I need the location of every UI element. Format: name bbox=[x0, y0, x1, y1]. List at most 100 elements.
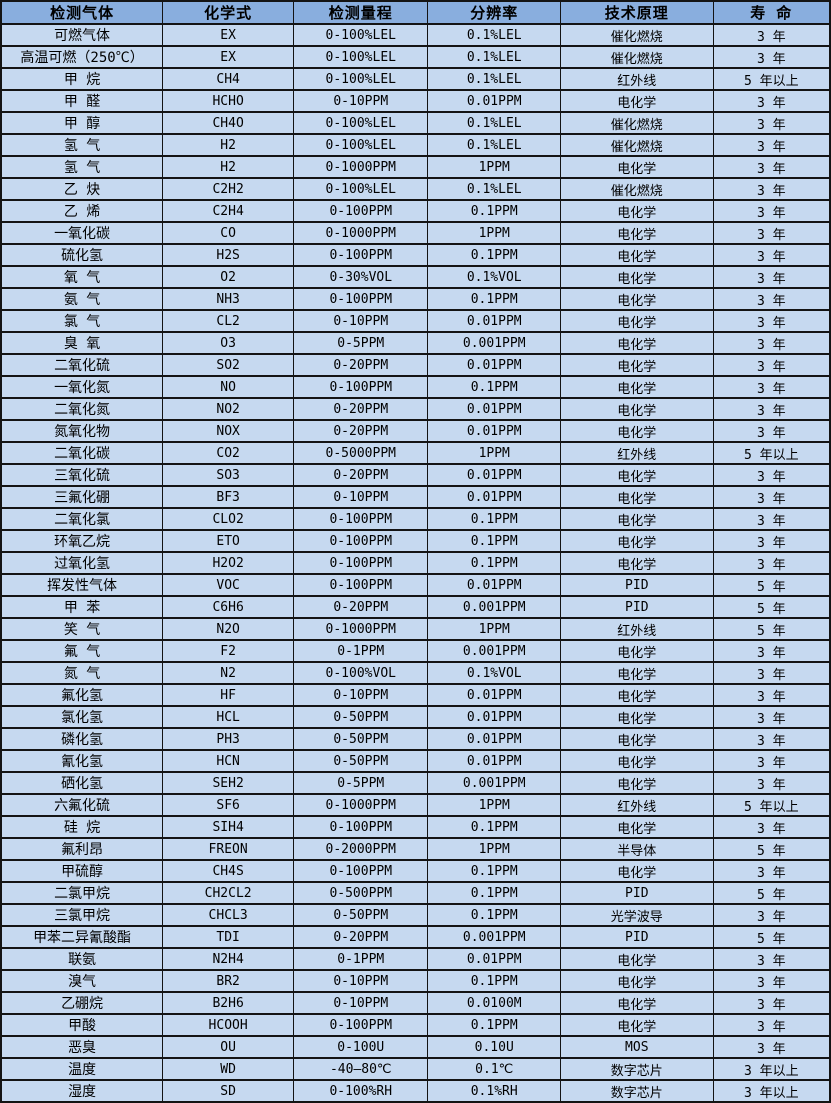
cell-resolution: 0.1PPM bbox=[427, 881, 562, 905]
cell-range: 0-100PPM bbox=[293, 243, 429, 267]
cell-resolution: 0.01PPM bbox=[427, 573, 562, 597]
cell-formula: HCL bbox=[162, 705, 295, 729]
cell-range: 0-10PPM bbox=[293, 89, 429, 113]
cell-resolution: 0.1PPM bbox=[427, 287, 562, 311]
cell-range: 0-100PPM bbox=[293, 529, 429, 553]
cell-gas-name: 环氧乙烷 bbox=[0, 529, 164, 553]
cell-gas-name: 可燃气体 bbox=[0, 23, 164, 47]
cell-gas-name: 甲 醛 bbox=[0, 89, 164, 113]
cell-range: 0-100%LEL bbox=[293, 23, 429, 47]
cell-gas-name: 氯化氢 bbox=[0, 705, 164, 729]
cell-resolution: 1PPM bbox=[427, 617, 562, 641]
cell-formula: NH3 bbox=[162, 287, 295, 311]
cell-range: -40—80℃ bbox=[293, 1057, 429, 1081]
cell-formula: SIH4 bbox=[162, 815, 295, 839]
cell-range: 0-100%VOL bbox=[293, 661, 429, 685]
cell-resolution: 0.1%LEL bbox=[427, 67, 562, 91]
cell-formula: CL2 bbox=[162, 309, 295, 333]
cell-range: 0-20PPM bbox=[293, 595, 429, 619]
table-row: 六氟化硫 SF6 0-1000PPM 1PPM 红外线 5 年以上 bbox=[0, 793, 831, 817]
table-row: 三氯甲烷 CHCL3 0-50PPM 0.1PPM 光学波导 3 年 bbox=[0, 903, 831, 927]
cell-gas-name: 过氧化氢 bbox=[0, 551, 164, 575]
cell-formula: SEH2 bbox=[162, 771, 295, 795]
cell-gas-name: 溴气 bbox=[0, 969, 164, 993]
header-principle: 技术原理 bbox=[560, 0, 714, 25]
cell-principle: 催化燃烧 bbox=[560, 133, 714, 157]
cell-lifespan: 5 年以上 bbox=[712, 441, 831, 465]
cell-range: 0-10PPM bbox=[293, 683, 429, 707]
cell-range: 0-2000PPM bbox=[293, 837, 429, 861]
cell-resolution: 0.1PPM bbox=[427, 529, 562, 553]
header-formula: 化学式 bbox=[162, 0, 295, 25]
cell-range: 0-20PPM bbox=[293, 353, 429, 377]
cell-range: 0-1000PPM bbox=[293, 155, 429, 179]
cell-gas-name: 氮氧化物 bbox=[0, 419, 164, 443]
cell-lifespan: 3 年 bbox=[712, 1013, 831, 1037]
cell-range: 0-100PPM bbox=[293, 859, 429, 883]
cell-gas-name: 氟利昂 bbox=[0, 837, 164, 861]
cell-lifespan: 3 年 bbox=[712, 859, 831, 883]
cell-range: 0-50PPM bbox=[293, 727, 429, 751]
cell-principle: 电化学 bbox=[560, 397, 714, 421]
cell-formula: CH4 bbox=[162, 67, 295, 91]
cell-gas-name: 二氯甲烷 bbox=[0, 881, 164, 905]
cell-lifespan: 3 年 bbox=[712, 419, 831, 443]
cell-range: 0-20PPM bbox=[293, 925, 429, 949]
cell-lifespan: 3 年 bbox=[712, 529, 831, 553]
cell-lifespan: 3 年 bbox=[712, 463, 831, 487]
cell-gas-name: 乙 烯 bbox=[0, 199, 164, 223]
table-row: 二氧化硫 SO2 0-20PPM 0.01PPM 电化学 3 年 bbox=[0, 353, 831, 377]
cell-range: 0-100%LEL bbox=[293, 177, 429, 201]
cell-lifespan: 5 年 bbox=[712, 573, 831, 597]
cell-range: 0-50PPM bbox=[293, 705, 429, 729]
cell-lifespan: 3 年 bbox=[712, 221, 831, 245]
cell-range: 0-10PPM bbox=[293, 969, 429, 993]
cell-formula: SF6 bbox=[162, 793, 295, 817]
cell-lifespan: 5 年 bbox=[712, 617, 831, 641]
cell-gas-name: 氰化氢 bbox=[0, 749, 164, 773]
table-row: 甲 苯 C6H6 0-20PPM 0.001PPM PID 5 年 bbox=[0, 595, 831, 619]
table-row: 挥发性气体 VOC 0-100PPM 0.01PPM PID 5 年 bbox=[0, 573, 831, 597]
cell-range: 0-1PPM bbox=[293, 947, 429, 971]
cell-resolution: 0.10U bbox=[427, 1035, 562, 1059]
cell-resolution: 1PPM bbox=[427, 837, 562, 861]
table-row: 氰化氢 HCN 0-50PPM 0.01PPM 电化学 3 年 bbox=[0, 749, 831, 773]
cell-resolution: 0.1PPM bbox=[427, 551, 562, 575]
cell-gas-name: 三氧化硫 bbox=[0, 463, 164, 487]
table-row: 氧 气 O2 0-30%VOL 0.1%VOL 电化学 3 年 bbox=[0, 265, 831, 289]
table-row: 硅 烷 SIH4 0-100PPM 0.1PPM 电化学 3 年 bbox=[0, 815, 831, 839]
cell-resolution: 0.1%LEL bbox=[427, 111, 562, 135]
table-row: 甲 醇 CH4O 0-100%LEL 0.1%LEL 催化燃烧 3 年 bbox=[0, 111, 831, 135]
cell-principle: 电化学 bbox=[560, 375, 714, 399]
cell-gas-name: 氟 气 bbox=[0, 639, 164, 663]
table-row: 联氨 N2H4 0-1PPM 0.01PPM 电化学 3 年 bbox=[0, 947, 831, 971]
cell-range: 0-20PPM bbox=[293, 419, 429, 443]
cell-gas-name: 甲 烷 bbox=[0, 67, 164, 91]
cell-lifespan: 3 年 bbox=[712, 1035, 831, 1059]
table-row: 乙 烯 C2H4 0-100PPM 0.1PPM 电化学 3 年 bbox=[0, 199, 831, 223]
cell-formula: CH2CL2 bbox=[162, 881, 295, 905]
cell-gas-name: 氢 气 bbox=[0, 133, 164, 157]
cell-formula: N2O bbox=[162, 617, 295, 641]
cell-range: 0-100%LEL bbox=[293, 133, 429, 157]
cell-principle: 电化学 bbox=[560, 331, 714, 355]
cell-resolution: 0.1%LEL bbox=[427, 177, 562, 201]
cell-lifespan: 3 年 bbox=[712, 199, 831, 223]
cell-lifespan: 3 年 bbox=[712, 771, 831, 795]
cell-range: 0-100PPM bbox=[293, 375, 429, 399]
cell-formula: NO2 bbox=[162, 397, 295, 421]
cell-formula: BR2 bbox=[162, 969, 295, 993]
cell-gas-name: 氧 气 bbox=[0, 265, 164, 289]
cell-principle: 电化学 bbox=[560, 243, 714, 267]
cell-resolution: 0.1%VOL bbox=[427, 265, 562, 289]
cell-principle: 电化学 bbox=[560, 309, 714, 333]
cell-resolution: 0.1%VOL bbox=[427, 661, 562, 685]
cell-formula: CO2 bbox=[162, 441, 295, 465]
cell-resolution: 0.001PPM bbox=[427, 771, 562, 795]
cell-resolution: 0.1PPM bbox=[427, 903, 562, 927]
cell-lifespan: 3 年 bbox=[712, 727, 831, 751]
cell-formula: C6H6 bbox=[162, 595, 295, 619]
cell-range: 0-100%RH bbox=[293, 1079, 429, 1103]
cell-principle: 电化学 bbox=[560, 727, 714, 751]
cell-gas-name: 二氧化氯 bbox=[0, 507, 164, 531]
